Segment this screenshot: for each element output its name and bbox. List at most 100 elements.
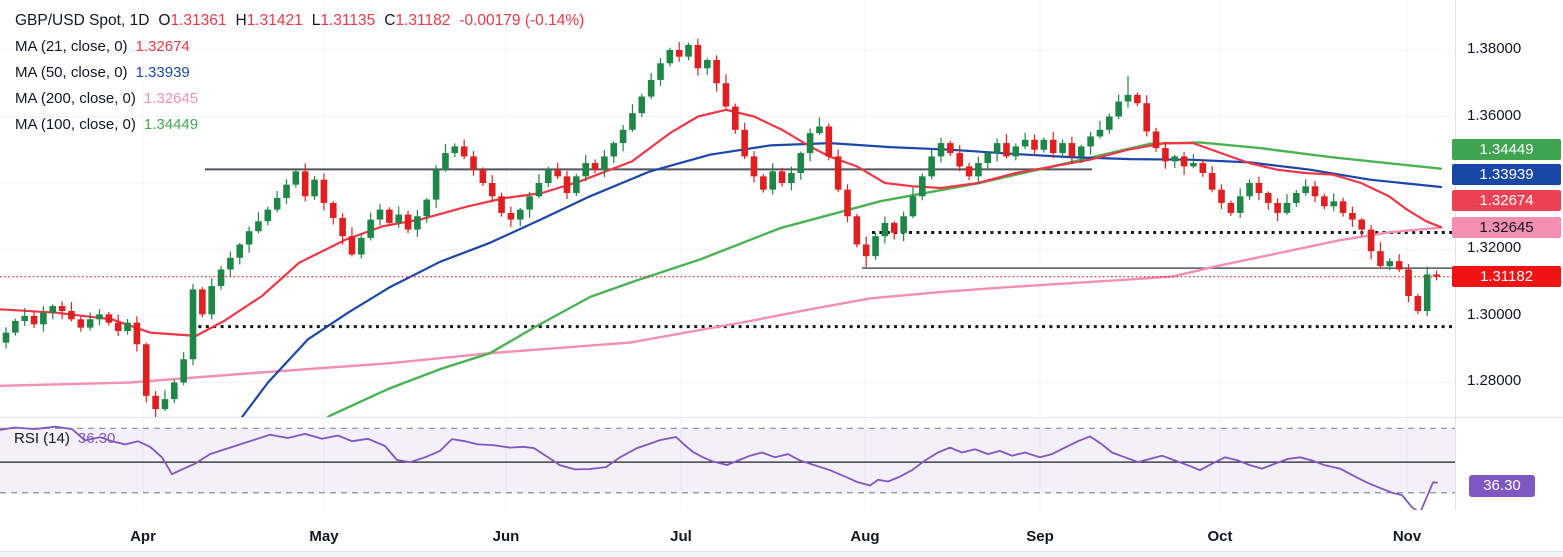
time-axis-label-nov[interactable]: Nov bbox=[1392, 528, 1422, 545]
candle-body bbox=[2, 332, 10, 343]
candle-body bbox=[844, 189, 851, 217]
candle-body bbox=[965, 166, 973, 177]
candle-body bbox=[872, 236, 879, 257]
candle-body bbox=[1349, 212, 1356, 220]
time-axis-label-apr[interactable]: Apr bbox=[130, 528, 156, 545]
price-axis-label: 1.38000 bbox=[1467, 40, 1522, 57]
candle-body bbox=[152, 395, 159, 410]
candle-body bbox=[264, 209, 272, 222]
candle-body bbox=[1012, 146, 1020, 157]
candle-body bbox=[1040, 139, 1048, 150]
rsi-indicator-row[interactable]: RSI (14) 36.30 bbox=[14, 430, 115, 447]
rsi-pane[interactable] bbox=[0, 425, 1455, 513]
candle-body bbox=[404, 214, 412, 230]
candle-body bbox=[582, 163, 589, 177]
candle-body bbox=[414, 216, 421, 230]
candle-body bbox=[1152, 131, 1160, 149]
ma50-value: 1.33939 bbox=[135, 64, 190, 81]
time-axis[interactable] bbox=[0, 510, 1563, 551]
indicator-row-ma100[interactable]: MA (100, close, 0) 1.34449 bbox=[15, 112, 584, 138]
price-axis-badge: 1.33939 bbox=[1452, 163, 1561, 185]
candle-body bbox=[255, 221, 262, 232]
indicator-row-ma21[interactable]: MA (21, close, 0) 1.32674 bbox=[15, 34, 584, 60]
ma21-label: MA (21, close, 0) bbox=[15, 38, 128, 55]
candle-body bbox=[975, 163, 982, 177]
time-axis-label-aug[interactable]: Aug bbox=[850, 528, 880, 545]
close-label: C bbox=[384, 12, 396, 29]
candle-body bbox=[862, 244, 870, 257]
candle-body bbox=[1274, 202, 1281, 213]
time-axis-label-jun[interactable]: Jun bbox=[492, 528, 520, 545]
candle-body bbox=[1171, 156, 1179, 162]
high-label: H bbox=[235, 12, 247, 29]
candle-body bbox=[292, 171, 300, 185]
candle-body bbox=[171, 382, 178, 400]
open-label: O bbox=[158, 12, 171, 29]
rsi-value: 36.30 bbox=[77, 430, 116, 447]
candle-body bbox=[1087, 136, 1094, 147]
candle-body bbox=[937, 143, 945, 157]
candle-body bbox=[442, 153, 449, 170]
rsi-axis-badge: 36.30 bbox=[1469, 475, 1535, 497]
indicator-row-ma50[interactable]: MA (50, close, 0) 1.33939 bbox=[15, 60, 584, 86]
candle-body bbox=[797, 153, 805, 174]
candle-body bbox=[470, 156, 477, 170]
candle-body bbox=[890, 222, 898, 233]
candle-body bbox=[208, 286, 215, 315]
candle-body bbox=[601, 156, 608, 170]
candle-body bbox=[675, 50, 683, 57]
candle-body bbox=[909, 196, 917, 217]
time-axis-label-oct[interactable]: Oct bbox=[1207, 528, 1233, 545]
candle-body bbox=[993, 143, 1001, 154]
bottom-border bbox=[0, 551, 1563, 557]
candle-body bbox=[358, 237, 365, 255]
time-axis-label-jul[interactable]: Jul bbox=[670, 528, 692, 545]
candle-body bbox=[189, 289, 197, 360]
candle-body bbox=[1339, 201, 1347, 213]
candle-body bbox=[825, 126, 833, 157]
symbol-row[interactable]: GBP/USD Spot, 1D O1.31361 H1.31421 L1.31135… bbox=[15, 8, 584, 34]
candle-body bbox=[1264, 192, 1272, 203]
pane-separator[interactable] bbox=[0, 417, 1563, 418]
candle-body bbox=[142, 344, 150, 396]
candle-body bbox=[554, 169, 561, 177]
candle-body bbox=[1423, 274, 1431, 312]
candle-body bbox=[610, 143, 618, 157]
price-pane[interactable] bbox=[0, 38, 1455, 449]
candle-body bbox=[563, 176, 571, 193]
candle-body bbox=[1031, 139, 1038, 150]
candle-body bbox=[516, 209, 524, 220]
candle-body bbox=[124, 322, 131, 331]
candle-body bbox=[853, 216, 861, 245]
ma200-value: 1.32645 bbox=[143, 90, 199, 107]
symbol-title[interactable]: GBP/USD Spot, 1D bbox=[15, 12, 150, 29]
candle-body bbox=[1377, 251, 1384, 267]
candle-body bbox=[545, 169, 552, 183]
candle-body bbox=[133, 322, 141, 345]
low-label: L bbox=[311, 12, 321, 29]
candle-body bbox=[1218, 189, 1225, 203]
candle-body bbox=[227, 257, 234, 270]
candle-body bbox=[1227, 202, 1235, 213]
candle-body bbox=[741, 129, 748, 157]
candle-body bbox=[834, 156, 842, 190]
legend: GBP/USD Spot, 1D O1.31361 H1.31421 L1.31135… bbox=[15, 8, 584, 138]
candle-body bbox=[180, 359, 187, 383]
price-axis-badge: 1.32645 bbox=[1452, 216, 1561, 238]
time-axis-label-may[interactable]: May bbox=[309, 528, 339, 545]
candle-body bbox=[236, 244, 244, 258]
rsi-line bbox=[0, 425, 1438, 513]
price-axis-label: 1.28000 bbox=[1467, 372, 1522, 389]
candle-body bbox=[114, 322, 122, 331]
candle-body bbox=[1077, 146, 1085, 157]
candle-body bbox=[488, 183, 496, 197]
candle-body bbox=[245, 231, 253, 245]
ma-line-ma50 bbox=[240, 142, 1443, 417]
time-axis-label-sep[interactable]: Sep bbox=[1026, 528, 1054, 545]
candle-body bbox=[619, 129, 627, 144]
indicator-row-ma200[interactable]: MA (200, close, 0) 1.32645 bbox=[15, 86, 584, 112]
candle-body bbox=[732, 106, 739, 130]
candle-body bbox=[311, 179, 318, 197]
candle-body bbox=[1124, 94, 1132, 102]
